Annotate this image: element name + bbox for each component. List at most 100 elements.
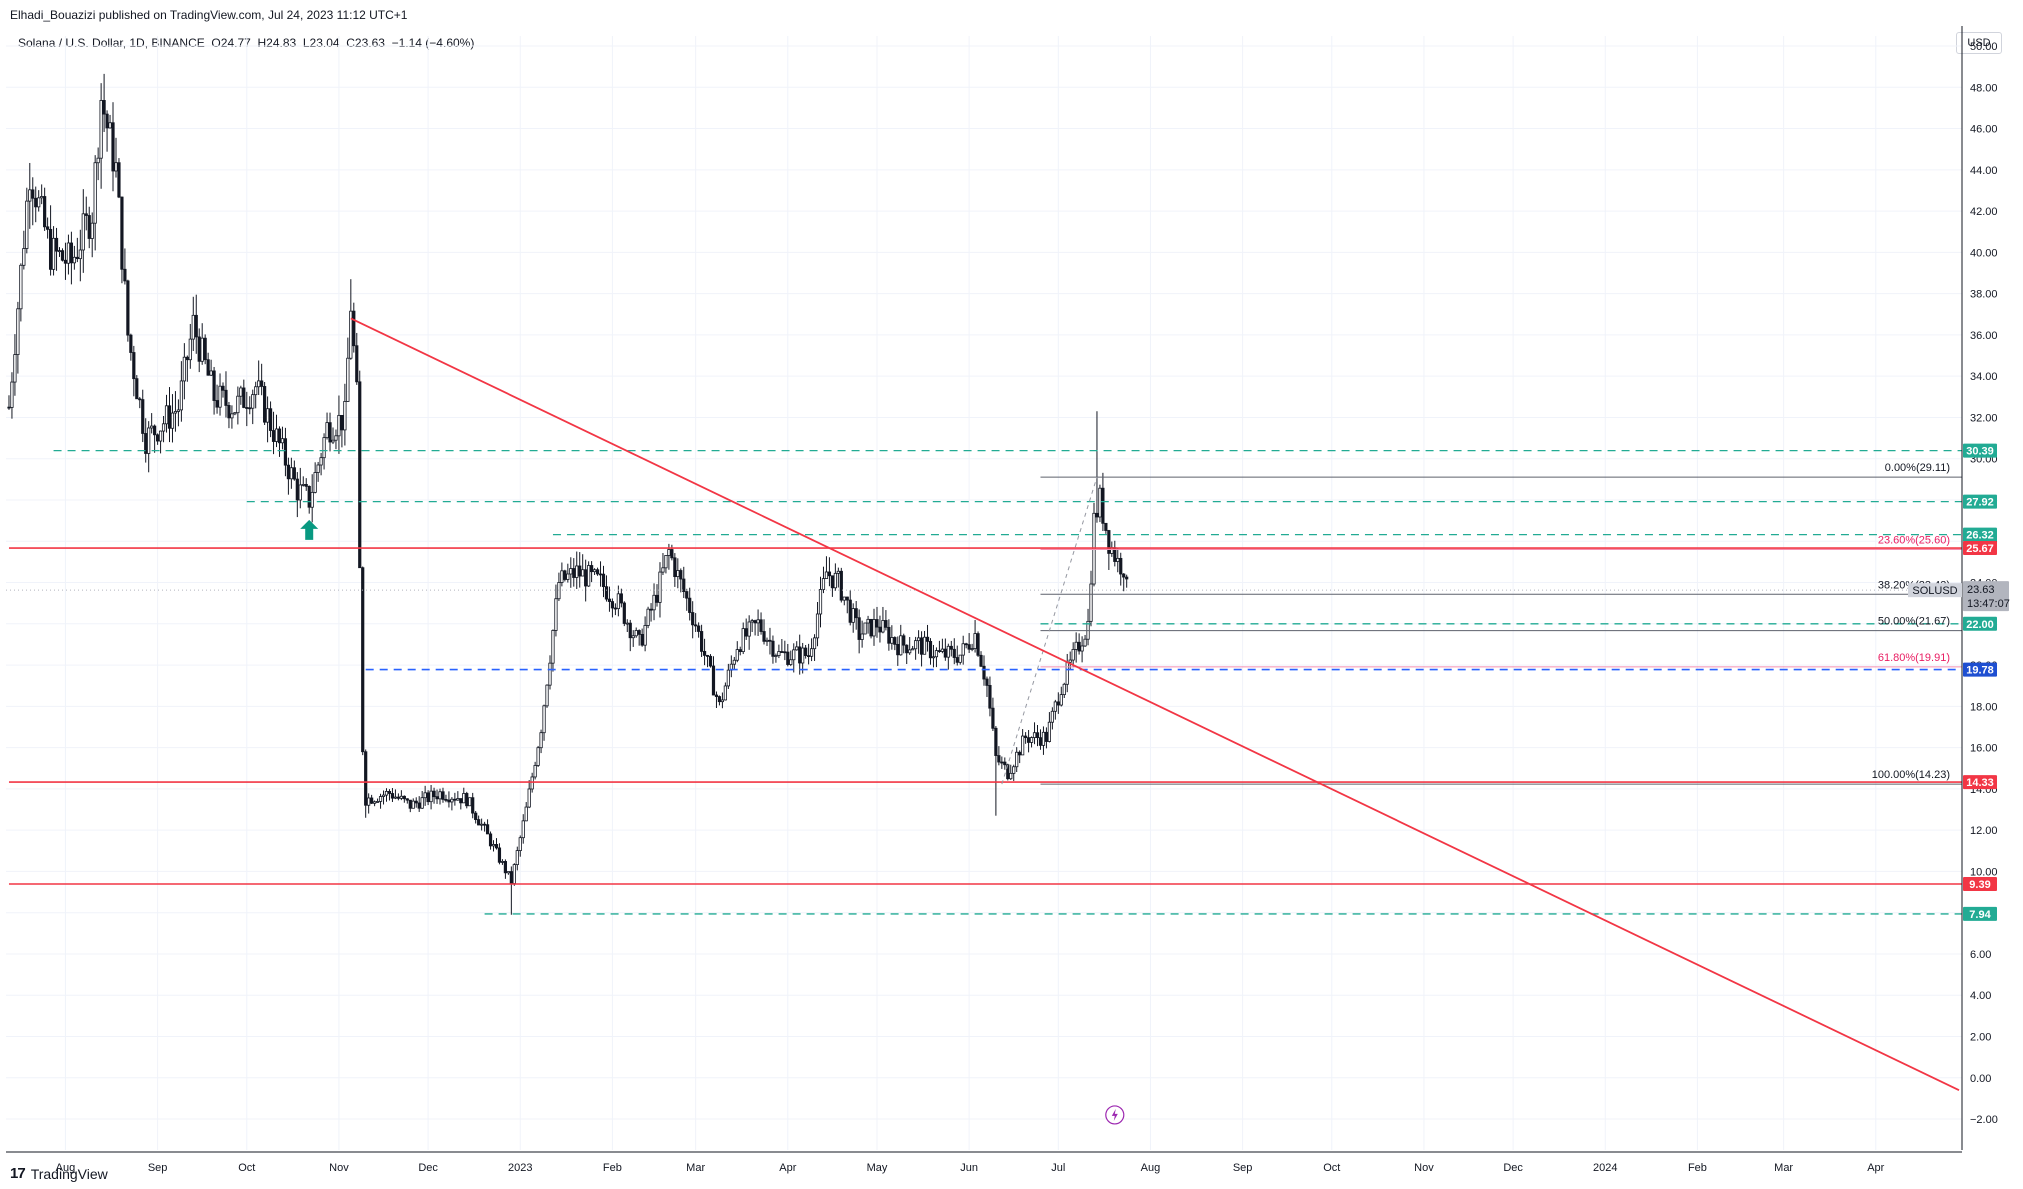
candle-body (783, 651, 787, 654)
x-tick-label: Mar (686, 1162, 705, 1174)
candle-body (804, 647, 808, 656)
y-tick-label: 16.00 (1970, 743, 1998, 755)
fib-level-label: 23.60%(25.60) (1878, 535, 1950, 547)
y-tick-label: 2.00 (1970, 1032, 1991, 1044)
candle-body (598, 573, 603, 576)
candle-body (1122, 573, 1126, 578)
candle-body (1032, 732, 1037, 738)
axes: 50.00 48.00 46.00 44.00 42.00 40.00 38.00 36.00… (6, 26, 1998, 1174)
candle-body (925, 636, 930, 642)
y-tick-label: 6.00 (1970, 949, 1991, 961)
candle-body (194, 314, 198, 338)
candle-body (328, 422, 332, 443)
candle-body (111, 122, 115, 172)
candle-body (625, 622, 629, 625)
candle-body (563, 570, 567, 580)
candle-body (248, 407, 252, 410)
level-badge-label: 22.00 (1966, 619, 1994, 631)
candle-body (676, 570, 680, 578)
candle-body (750, 620, 754, 623)
candle-body (872, 619, 876, 637)
candle-body (590, 565, 594, 573)
x-tick-label: May (867, 1162, 888, 1174)
candle-body (453, 798, 457, 801)
level-badge-label: 7.94 (1969, 909, 1991, 921)
candle-body (711, 665, 716, 696)
candle-body (667, 549, 671, 556)
candle-body (480, 823, 484, 826)
candle-body (420, 797, 424, 809)
candle-body (28, 189, 32, 202)
candle-body (914, 640, 918, 650)
candle-body (147, 427, 151, 454)
candle-body (866, 618, 870, 624)
candle-body (491, 844, 496, 847)
candle-body (295, 478, 299, 501)
currency-button[interactable]: USD (1956, 32, 2002, 54)
candle-body (943, 648, 947, 658)
candle-body (153, 425, 157, 436)
candle-body (738, 649, 742, 653)
candle-body (637, 630, 641, 635)
candle-body (141, 399, 145, 434)
candle-body (1074, 641, 1078, 650)
x-tick-label: 2023 (508, 1162, 532, 1174)
candle-body (854, 608, 858, 619)
candle-body (441, 791, 445, 800)
candle-body (239, 387, 243, 397)
candle-body (167, 405, 172, 429)
y-tick-label: 32.00 (1970, 412, 1998, 424)
candle-body (108, 122, 112, 129)
x-tick-label: Dec (1503, 1162, 1523, 1174)
candle-body (242, 387, 246, 408)
level-badge (1963, 775, 1997, 790)
candle-body (515, 850, 519, 866)
candle-body (631, 635, 635, 639)
candle-body (87, 215, 91, 239)
candle-body (512, 864, 516, 884)
trendline[interactable] (350, 317, 1960, 1091)
candle-body (301, 484, 305, 486)
fib-level-label: 50.00%(21.67) (1878, 616, 1950, 628)
candle-body (899, 635, 903, 656)
candle-body (405, 798, 409, 801)
candle-body (292, 467, 296, 480)
candle-body (839, 570, 843, 601)
candle-body (699, 631, 704, 652)
annotations (300, 519, 1125, 1125)
candle-body (756, 619, 760, 624)
candle-body (539, 732, 543, 749)
level-badge (1963, 541, 1997, 556)
y-tick-label: 42.00 (1970, 206, 1998, 218)
candle-body (1003, 761, 1007, 766)
candle-body (16, 308, 20, 355)
candle-body (604, 586, 609, 600)
candle-body (732, 659, 736, 665)
candle-body (649, 608, 653, 611)
candle-body (254, 386, 258, 396)
candle-body (81, 213, 85, 251)
candle-body (185, 356, 189, 361)
current-price-label: 23.63 (1967, 584, 1995, 596)
candle-body (364, 751, 368, 806)
candle-body (456, 798, 460, 801)
candle-body (60, 250, 65, 261)
candle-body (304, 484, 308, 487)
candle-body (378, 796, 383, 802)
candle-body (37, 197, 41, 208)
candle-body (679, 570, 683, 580)
candle-body (349, 310, 353, 359)
y-tick-label: 48.00 (1970, 82, 1998, 94)
fibonacci-retracement[interactable]: 0.00%(29.11)23.60%(25.60)38.20%(23.43)50… (1001, 462, 1962, 785)
candle-body (661, 567, 665, 573)
candle-body (164, 405, 169, 425)
candle-body (1021, 735, 1025, 756)
candle-body (976, 633, 980, 656)
candle-body (289, 467, 293, 480)
candle-body (875, 619, 879, 628)
candle-body (203, 337, 207, 361)
candle-body (1035, 732, 1040, 739)
candle-body (1059, 694, 1063, 706)
candle-body (911, 648, 915, 651)
